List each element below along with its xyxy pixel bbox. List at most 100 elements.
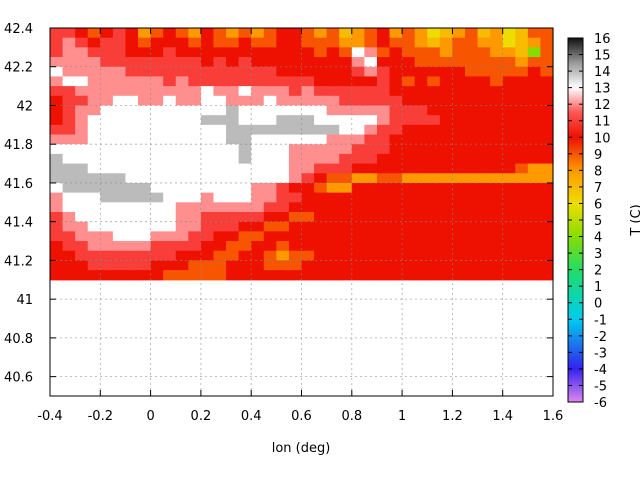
heatmap-cell bbox=[540, 260, 554, 271]
heatmap-cell bbox=[351, 260, 365, 271]
heatmap-cell bbox=[490, 163, 504, 174]
heatmap-cell bbox=[339, 153, 353, 165]
heatmap-cell bbox=[351, 202, 365, 213]
heatmap-cell bbox=[200, 192, 215, 203]
heatmap-cell bbox=[226, 231, 240, 242]
heatmap-cell bbox=[125, 202, 139, 213]
heatmap-cell bbox=[175, 86, 189, 97]
heatmap-cell bbox=[364, 241, 378, 252]
x-tick-label: 0 bbox=[146, 409, 154, 424]
heatmap-cell bbox=[427, 76, 441, 87]
heatmap-cell bbox=[112, 76, 127, 87]
heatmap-cell bbox=[527, 250, 542, 262]
heatmap-cell bbox=[87, 47, 101, 58]
heatmap-cell bbox=[276, 260, 290, 271]
heatmap-cell bbox=[464, 192, 479, 203]
heatmap-cell bbox=[238, 47, 252, 58]
heatmap-cell bbox=[326, 115, 340, 126]
heatmap-cell bbox=[477, 241, 491, 252]
colorbar-label: T (C) bbox=[629, 204, 640, 236]
heatmap-cell bbox=[477, 260, 491, 271]
heatmap-cell bbox=[163, 105, 177, 116]
heatmap-cell bbox=[75, 231, 89, 242]
heatmap-cell bbox=[276, 221, 290, 232]
heatmap-cell bbox=[188, 95, 202, 107]
heatmap-cell bbox=[100, 28, 114, 39]
heatmap-cell bbox=[376, 163, 391, 174]
heatmap-cell bbox=[150, 28, 164, 39]
heatmap-cell bbox=[188, 153, 202, 165]
heatmap-cell bbox=[452, 202, 466, 213]
heatmap-cell bbox=[75, 105, 89, 116]
heatmap-cell bbox=[125, 134, 139, 145]
heatmap-cell bbox=[515, 163, 529, 174]
heatmap-cell bbox=[339, 250, 353, 262]
heatmap-cell bbox=[376, 260, 391, 271]
heatmap-cell bbox=[251, 173, 265, 184]
heatmap-cell bbox=[402, 47, 416, 58]
heatmap-cell bbox=[389, 192, 403, 203]
heatmap-cell bbox=[540, 66, 554, 78]
heatmap-cell bbox=[490, 57, 504, 68]
heatmap-cell bbox=[263, 66, 277, 78]
heatmap-cell bbox=[87, 260, 101, 271]
heatmap-cell bbox=[414, 66, 428, 78]
heatmap-cell bbox=[301, 124, 315, 136]
heatmap-cell bbox=[326, 192, 340, 203]
heatmap-cell bbox=[376, 173, 391, 184]
heatmap-cell bbox=[75, 37, 89, 48]
heatmap-cell bbox=[213, 66, 227, 78]
heatmap-cell bbox=[364, 95, 378, 107]
heatmap-cell bbox=[301, 76, 315, 87]
heatmap-cell bbox=[188, 124, 202, 136]
heatmap-cell bbox=[100, 270, 114, 281]
heatmap-cell bbox=[339, 66, 353, 78]
heatmap-cell bbox=[150, 124, 164, 136]
heatmap-cell bbox=[112, 57, 127, 68]
heatmap-cell bbox=[288, 231, 303, 242]
heatmap-cell bbox=[326, 182, 340, 194]
heatmap-cell bbox=[75, 124, 89, 136]
heatmap-cell bbox=[314, 105, 328, 116]
heatmap-cell bbox=[125, 250, 139, 262]
heatmap-cell bbox=[163, 95, 177, 107]
heatmap-cell bbox=[226, 212, 240, 223]
heatmap-cell bbox=[226, 173, 240, 184]
heatmap-cell bbox=[427, 124, 441, 136]
heatmap-cell bbox=[427, 28, 441, 39]
heatmap-cell bbox=[100, 241, 114, 252]
heatmap-cell bbox=[62, 57, 76, 68]
heatmap-cell bbox=[515, 182, 529, 194]
heatmap-cell bbox=[527, 66, 542, 78]
heatmap-cell bbox=[188, 28, 202, 39]
heatmap-cell bbox=[464, 202, 479, 213]
heatmap-cell bbox=[402, 76, 416, 87]
heatmap-cell bbox=[326, 86, 340, 97]
colorbar-tick-label: -4 bbox=[594, 363, 607, 378]
heatmap-cell bbox=[439, 76, 453, 87]
heatmap-cell bbox=[238, 115, 252, 126]
heatmap-cell bbox=[301, 221, 315, 232]
heatmap-cell bbox=[150, 134, 164, 145]
heatmap-cell bbox=[427, 260, 441, 271]
heatmap-cell bbox=[175, 134, 189, 145]
x-tick-label: 1.2 bbox=[442, 409, 463, 424]
heatmap-cell bbox=[326, 173, 340, 184]
heatmap-cell bbox=[188, 260, 202, 271]
heatmap-cell bbox=[464, 144, 479, 155]
heatmap-cell bbox=[439, 250, 453, 262]
heatmap-cell bbox=[50, 260, 64, 271]
heatmap-cell bbox=[251, 105, 265, 116]
heatmap-cell bbox=[527, 37, 542, 48]
heatmap-cell bbox=[452, 173, 466, 184]
heatmap-cell bbox=[188, 241, 202, 252]
heatmap-cell bbox=[326, 231, 340, 242]
colorbar-tick-label: 7 bbox=[594, 181, 602, 196]
heatmap-cell bbox=[301, 86, 315, 97]
heatmap-cell bbox=[527, 163, 542, 174]
heatmap-cell bbox=[112, 241, 127, 252]
heatmap-cell bbox=[288, 221, 303, 232]
heatmap-cell bbox=[464, 163, 479, 174]
heatmap-cell bbox=[414, 250, 428, 262]
colorbar-tick-label: -6 bbox=[594, 396, 607, 411]
